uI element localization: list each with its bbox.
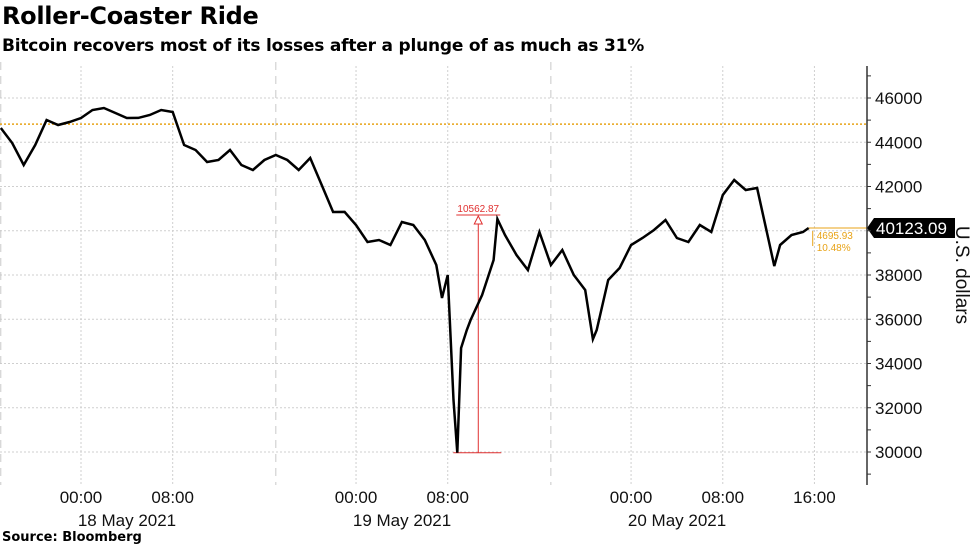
change-percent-label: 10.48% xyxy=(817,243,851,254)
x-date-label: 19 May 2021 xyxy=(353,511,451,530)
y-tick-label: 32000 xyxy=(875,399,922,418)
x-date-label: 20 May 2021 xyxy=(628,511,726,530)
y-tick-label: 46000 xyxy=(875,89,922,108)
triangle-up-icon xyxy=(473,214,484,225)
y-axis-label: U.S. dollars xyxy=(951,226,972,324)
x-tick-label: 00:00 xyxy=(60,488,103,507)
last-value-badge xyxy=(867,218,955,239)
x-tick-label: 16:00 xyxy=(793,488,836,507)
x-date-label: 18 May 2021 xyxy=(78,511,176,530)
x-tick-label: 08:00 xyxy=(426,488,469,507)
x-tick-label: 08:00 xyxy=(701,488,744,507)
y-tick-label: 36000 xyxy=(875,310,922,329)
source-note: Source: Bloomberg xyxy=(2,530,142,545)
y-tick-label: 44000 xyxy=(875,133,922,152)
price-line xyxy=(0,106,810,453)
change-value-label: 4695.93 xyxy=(817,231,854,242)
y-tick-label: 30000 xyxy=(875,443,922,462)
y-tick-label: 38000 xyxy=(875,266,922,285)
x-tick-label: 08:00 xyxy=(151,488,194,507)
chart-title: Roller-Coaster Ride xyxy=(2,2,259,30)
y-tick-label: 34000 xyxy=(875,355,922,374)
last-value-label: 40123.09 xyxy=(876,219,947,238)
y-tick-label: 42000 xyxy=(875,178,922,197)
x-tick-label: 00:00 xyxy=(610,488,653,507)
chart-subtitle: Bitcoin recovers most of its losses afte… xyxy=(2,36,645,56)
x-tick-label: 00:00 xyxy=(335,488,378,507)
range-annotation-label: 10562.87 xyxy=(457,204,499,215)
